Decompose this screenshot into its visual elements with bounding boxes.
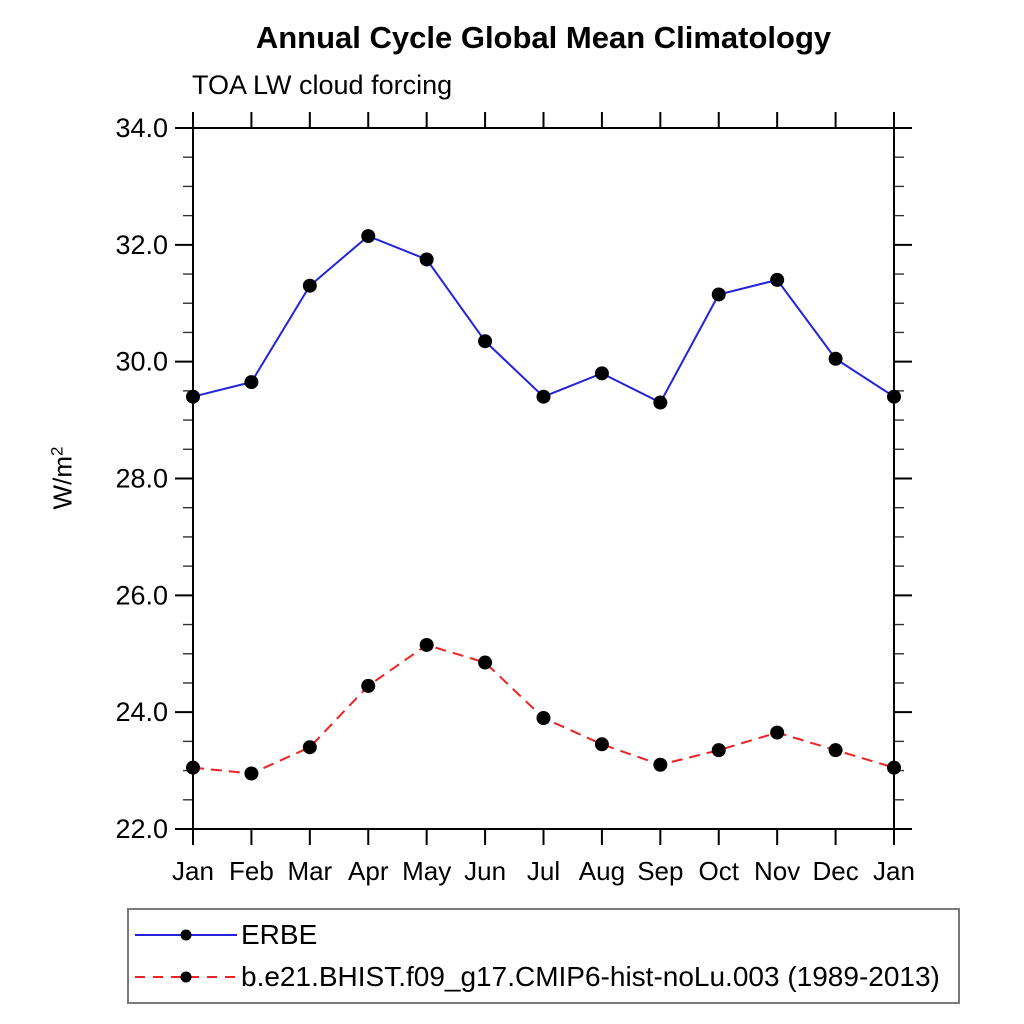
x-tick-label: Nov (754, 856, 800, 886)
data-point-erbe-12 (887, 389, 901, 404)
y-tick-label: 22.0 (115, 814, 168, 844)
y-tick-label: 30.0 (115, 347, 168, 377)
x-tick-label: Oct (699, 856, 740, 886)
chart-title: Annual Cycle Global Mean Climatology (255, 20, 832, 55)
data-point-model-6 (536, 711, 551, 726)
data-point-model-7 (594, 737, 609, 752)
series-line-erbe (192, 234, 895, 404)
data-point-erbe-8 (653, 395, 668, 410)
y-tick-label: 26.0 (115, 580, 168, 610)
data-point-model-1 (244, 766, 259, 781)
series-line-model (192, 643, 895, 775)
x-tick-label: Jan (172, 856, 214, 886)
data-point-model-3 (361, 678, 376, 693)
y-tick-label: 24.0 (115, 697, 168, 727)
data-point-erbe-7 (594, 366, 609, 381)
data-point-model-0 (186, 760, 200, 775)
legend-marker-circle-icon (180, 929, 192, 941)
data-point-erbe-9 (711, 287, 726, 302)
legend-marker-circle-icon (180, 971, 192, 983)
data-point-model-2 (302, 740, 317, 755)
x-tick-label: Mar (287, 856, 332, 886)
y-tick-label: 34.0 (115, 113, 168, 143)
data-point-erbe-1 (244, 375, 259, 390)
x-tick-label: Jan (873, 856, 915, 886)
data-point-erbe-6 (536, 389, 551, 404)
x-tick-label: May (402, 856, 451, 886)
data-point-erbe-5 (478, 334, 493, 349)
legend-sample-model (135, 971, 237, 983)
y-tick-label: 28.0 (115, 464, 168, 494)
data-point-model-10 (770, 725, 785, 740)
chart-subtitle: TOA LW cloud forcing (192, 70, 453, 100)
x-tick-label: Jul (527, 856, 560, 886)
legend-item-model: b.e21.BHIST.f09_g17.CMIP6-hist-noLu.003 … (133, 956, 958, 998)
data-point-erbe-4 (419, 252, 434, 267)
legend: ERBE b.e21.BHIST.f09_g17.CMIP6-hist-noLu… (127, 908, 960, 1004)
x-tick-label: Sep (637, 856, 683, 886)
legend-item-erbe: ERBE (133, 914, 958, 956)
legend-label-erbe: ERBE (241, 919, 318, 950)
data-point-erbe-10 (770, 272, 785, 287)
data-point-model-4 (419, 637, 434, 652)
data-point-model-9 (711, 743, 726, 758)
data-point-model-5 (478, 655, 493, 670)
data-point-model-11 (828, 743, 843, 758)
x-tick-label: Aug (579, 856, 625, 886)
data-point-erbe-2 (302, 278, 317, 293)
x-tick-label: Dec (812, 856, 858, 886)
legend-sample-erbe (135, 929, 237, 941)
data-point-erbe-0 (186, 389, 200, 404)
plot-frame (192, 127, 895, 830)
data-point-erbe-11 (828, 351, 843, 366)
data-point-model-8 (653, 757, 668, 772)
x-tick-label: Feb (229, 856, 274, 886)
y-tick-label: 32.0 (115, 230, 168, 260)
legend-label-model: b.e21.BHIST.f09_g17.CMIP6-hist-noLu.003 … (241, 961, 940, 992)
x-tick-label: Apr (348, 856, 389, 886)
x-tick-label: Jun (464, 856, 506, 886)
data-point-erbe-3 (361, 229, 376, 244)
data-point-model-12 (887, 760, 901, 775)
